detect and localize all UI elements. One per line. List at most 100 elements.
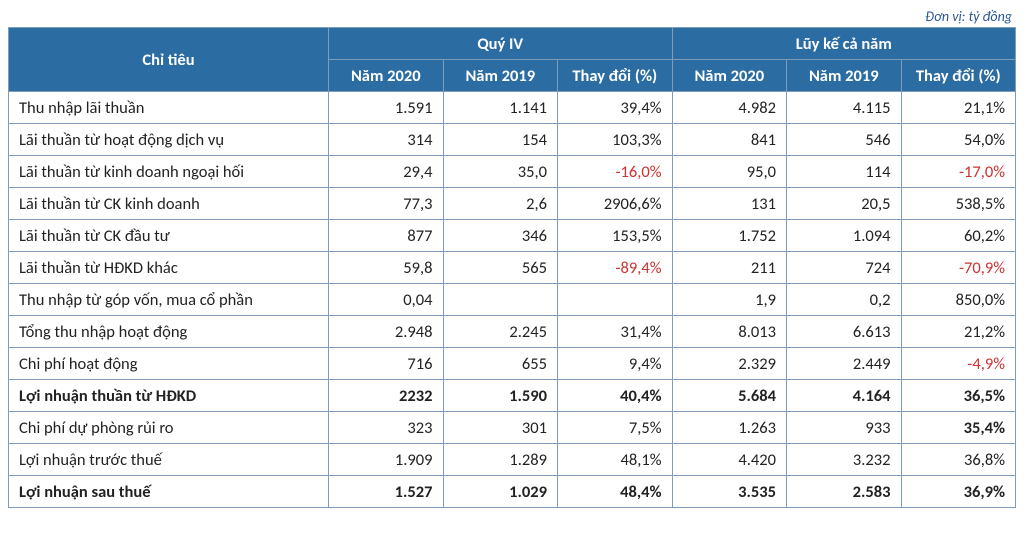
cell-y_2020: 4.420 [672,444,787,476]
cell-q4_2020: 1.909 [329,444,444,476]
cell-q4_2020: 2232 [329,380,444,412]
cell-y_chg: -17,0% [901,156,1016,188]
cell-y_2020: 95,0 [672,156,787,188]
cell-q4_2020: 1.527 [329,476,444,508]
table-row: Thu nhập từ góp vốn, mua cổ phần0,04 1,90… [9,284,1016,316]
cell-q4_2020: 59,8 [329,252,444,284]
cell-y_2020: 8.013 [672,316,787,348]
table-row: Lợi nhuận sau thuế1.5271.02948,4%3.5352.… [9,476,1016,508]
row-label: Lợi nhuận thuần từ HĐKD [9,380,329,412]
cell-q4_2019: 1.289 [443,444,558,476]
cell-y_2020: 131 [672,188,787,220]
row-label: Lãi thuần từ CK kinh doanh [9,188,329,220]
cell-q4_2019: 301 [443,412,558,444]
cell-q4_2020: 314 [329,124,444,156]
cell-y_2020: 4.982 [672,92,787,124]
table-row: Chi phí hoạt động7166559,4%2.3292.449-4,… [9,348,1016,380]
cell-y_2020: 841 [672,124,787,156]
cell-y_2019: 933 [787,412,902,444]
table-row: Lợi nhuận thuần từ HĐKD22321.59040,4%5.6… [9,380,1016,412]
cell-q4_chg: 2906,6% [558,188,673,220]
row-label: Tổng thu nhập hoạt động [9,316,329,348]
row-label: Lãi thuần từ CK đầu tư [9,220,329,252]
cell-y_chg: 36,5% [901,380,1016,412]
row-label: Thu nhập lãi thuần [9,92,329,124]
cell-y_chg: 60,2% [901,220,1016,252]
cell-q4_2019: 346 [443,220,558,252]
cell-q4_2019: 154 [443,124,558,156]
cell-y_2020: 3.535 [672,476,787,508]
table-row: Lãi thuần từ hoạt động dịch vụ314154103,… [9,124,1016,156]
cell-y_2019: 0,2 [787,284,902,316]
cell-q4_chg [558,284,673,316]
cell-y_chg: -70,9% [901,252,1016,284]
cell-y_2020: 1,9 [672,284,787,316]
row-label: Lãi thuần từ HĐKD khác [9,252,329,284]
header-q4-2020: Năm 2020 [329,60,444,92]
table-row: Lãi thuần từ HĐKD khác59,8565-89,4%21172… [9,252,1016,284]
cell-y_chg: -4,9% [901,348,1016,380]
cell-q4_2020: 1.591 [329,92,444,124]
cell-y_2020: 1.263 [672,412,787,444]
cell-q4_chg: 48,1% [558,444,673,476]
cell-y_2020: 211 [672,252,787,284]
cell-q4_2020: 29,4 [329,156,444,188]
cell-y_2019: 724 [787,252,902,284]
header-metric: Chỉ tiêu [9,28,329,92]
cell-y_chg: 538,5% [901,188,1016,220]
cell-q4_2020: 77,3 [329,188,444,220]
cell-y_chg: 35,4% [901,412,1016,444]
cell-y_chg: 21,1% [901,92,1016,124]
table-row: Lãi thuần từ CK kinh doanh77,32,62906,6%… [9,188,1016,220]
header-year-2020: Năm 2020 [672,60,787,92]
cell-q4_2020: 323 [329,412,444,444]
cell-q4_chg: 48,4% [558,476,673,508]
cell-q4_2019: 35,0 [443,156,558,188]
cell-y_2019: 114 [787,156,902,188]
cell-y_2020: 1.752 [672,220,787,252]
cell-y_2019: 1.094 [787,220,902,252]
row-label: Chi phí hoạt động [9,348,329,380]
cell-q4_chg: 40,4% [558,380,673,412]
cell-q4_2020: 0,04 [329,284,444,316]
row-label: Thu nhập từ góp vốn, mua cổ phần [9,284,329,316]
unit-label: Đơn vị: tỷ đồng [8,8,1016,25]
cell-y_2019: 4.164 [787,380,902,412]
cell-y_chg: 36,8% [901,444,1016,476]
row-label: Chi phí dự phòng rủi ro [9,412,329,444]
cell-q4_chg: 153,5% [558,220,673,252]
header-group-q4: Quý IV [329,28,673,60]
cell-q4_2019: 1.590 [443,380,558,412]
cell-y_2019: 546 [787,124,902,156]
cell-y_2020: 2.329 [672,348,787,380]
cell-y_2019: 20,5 [787,188,902,220]
cell-q4_2019: 655 [443,348,558,380]
table-row: Thu nhập lãi thuần1.5911.14139,4%4.9824.… [9,92,1016,124]
cell-q4_2019: 565 [443,252,558,284]
cell-y_2019: 4.115 [787,92,902,124]
cell-y_chg: 850,0% [901,284,1016,316]
cell-q4_chg: -89,4% [558,252,673,284]
table-row: Lãi thuần từ CK đầu tư877346153,5%1.7521… [9,220,1016,252]
header-q4-2019: Năm 2019 [443,60,558,92]
cell-q4_2019: 2.245 [443,316,558,348]
cell-q4_2019: 1.141 [443,92,558,124]
cell-q4_2020: 877 [329,220,444,252]
cell-q4_2019 [443,284,558,316]
cell-q4_2019: 2,6 [443,188,558,220]
cell-y_2019: 6.613 [787,316,902,348]
row-label: Lãi thuần từ hoạt động dịch vụ [9,124,329,156]
cell-q4_chg: 9,4% [558,348,673,380]
table-body: Thu nhập lãi thuần1.5911.14139,4%4.9824.… [9,92,1016,508]
cell-y_chg: 36,9% [901,476,1016,508]
header-year-change: Thay đổi (%) [901,60,1016,92]
cell-q4_chg: 31,4% [558,316,673,348]
cell-y_2020: 5.684 [672,380,787,412]
cell-q4_chg: 39,4% [558,92,673,124]
table-row: Tổng thu nhập hoạt động2.9482.24531,4%8.… [9,316,1016,348]
table-row: Lãi thuần từ kinh doanh ngoại hối29,435,… [9,156,1016,188]
cell-q4_chg: 103,3% [558,124,673,156]
row-label: Lợi nhuận trước thuế [9,444,329,476]
header-q4-change: Thay đổi (%) [558,60,673,92]
financial-table: Chỉ tiêu Quý IV Lũy kế cả năm Năm 2020 N… [8,27,1016,508]
